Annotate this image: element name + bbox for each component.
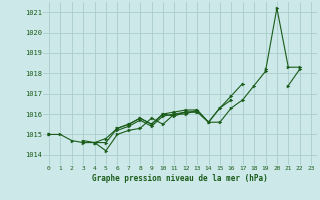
X-axis label: Graphe pression niveau de la mer (hPa): Graphe pression niveau de la mer (hPa) <box>92 174 268 183</box>
